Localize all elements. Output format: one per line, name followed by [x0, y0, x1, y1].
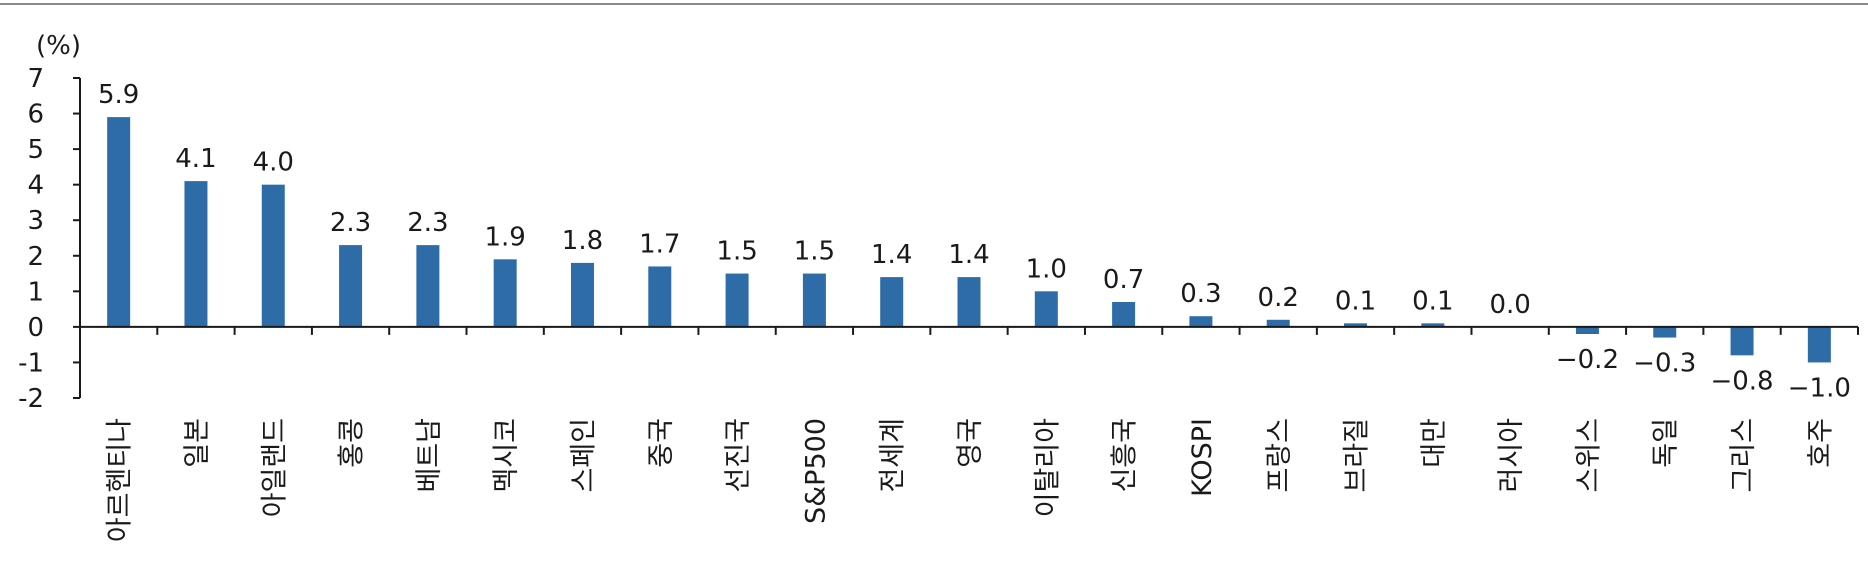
x-axis [79, 325, 1859, 335]
value-label: 0.2 [1258, 283, 1299, 313]
category-label: KOSPI [1187, 418, 1218, 497]
bar [648, 266, 672, 327]
value-label: 1.8 [562, 226, 603, 256]
bar [1421, 323, 1445, 327]
category-label: 대만 [1419, 418, 1450, 468]
bar [339, 245, 363, 327]
bar [1189, 316, 1213, 327]
value-label: −1.0 [1788, 373, 1851, 403]
value-label: 0.7 [1103, 265, 1144, 295]
bar [957, 277, 981, 327]
category-label: 영국 [955, 418, 986, 468]
category-label: 일본 [182, 418, 213, 468]
bar [1807, 326, 1831, 363]
value-label: 1.5 [716, 237, 757, 267]
category-label: 아르헨티나 [105, 418, 136, 542]
bar [1730, 326, 1754, 356]
bar [880, 277, 904, 327]
y-unit-label: (%) [36, 31, 81, 61]
value-label: 1.9 [484, 222, 525, 252]
category-label: 아일랜드 [259, 418, 290, 517]
value-label: 4.0 [253, 148, 294, 178]
value-label: 4.1 [175, 144, 216, 174]
bar [184, 181, 208, 327]
bar [493, 259, 517, 327]
category-label: 스위스 [1573, 418, 1604, 493]
y-tick-label: -1 [18, 348, 44, 378]
bar-series [107, 117, 1831, 363]
value-label: 1.5 [794, 237, 835, 267]
value-label: −0.8 [1710, 366, 1773, 396]
y-tick-label: 0 [27, 313, 44, 343]
bar [802, 273, 826, 327]
category-label: 호주 [1805, 418, 1836, 468]
value-label: 1.4 [948, 240, 989, 270]
bar [416, 245, 440, 327]
bar [107, 117, 131, 327]
y-tick-label: 5 [27, 135, 44, 165]
value-label: −0.2 [1556, 345, 1619, 375]
value-label: 0.1 [1335, 286, 1376, 316]
category-label: 러시아 [1496, 418, 1527, 493]
category-label: 스페인 [568, 418, 599, 493]
category-labels: 아르헨티나 일본 아일랜드 홍콩 베트남 멕시코 스페인 중국 선진국 S&P500 전세계 영국 이탈… [105, 418, 1837, 542]
value-label: 1.4 [871, 240, 912, 270]
category-label: 멕시코 [491, 418, 522, 493]
bar [1034, 291, 1058, 327]
value-label: 1.0 [1026, 254, 1067, 284]
value-label: 2.3 [407, 208, 448, 238]
category-label: 베트남 [414, 418, 445, 493]
category-label: 프랑스 [1264, 418, 1295, 493]
value-label: 0.0 [1489, 290, 1530, 320]
bar [261, 184, 285, 327]
y-tick-label: 4 [27, 171, 44, 201]
y-axis: -2 -1 0 1 2 3 4 5 6 7 [18, 64, 81, 414]
y-tick-label: 2 [27, 242, 44, 272]
y-tick-label: 7 [27, 64, 44, 94]
category-label: 브라질 [1342, 418, 1373, 493]
category-label: 이탈리아 [1032, 418, 1063, 518]
value-label: 1.7 [639, 229, 680, 259]
value-label: 0.1 [1412, 286, 1453, 316]
y-tick-label: -2 [18, 384, 44, 414]
category-label: S&P500 [800, 418, 831, 524]
value-label: 5.9 [98, 80, 139, 110]
category-label: 홍콩 [337, 418, 368, 468]
category-label: 중국 [646, 418, 677, 468]
category-label: 선진국 [723, 418, 754, 493]
value-label: −0.3 [1633, 349, 1696, 379]
value-label: 0.3 [1180, 279, 1221, 309]
y-tick-label: 3 [27, 206, 44, 236]
value-label: 2.3 [330, 208, 371, 238]
y-tick-label: 6 [27, 100, 44, 130]
bar [570, 262, 594, 327]
category-label: 신흥국 [1110, 418, 1141, 493]
bar [1112, 302, 1136, 327]
category-label: 전세계 [878, 418, 909, 493]
y-tick-label: 1 [27, 277, 44, 307]
category-label: 독일 [1651, 418, 1682, 468]
bar [725, 273, 749, 327]
bar [1653, 326, 1677, 338]
value-labels: 5.9 4.1 4.0 2.3 2.3 1.9 1.8 1.7 1.5 1.5 1.4 1.4 1.0 0… [98, 80, 1851, 403]
bar [1266, 319, 1290, 327]
category-label: 그리스 [1728, 418, 1759, 493]
bar [1344, 323, 1368, 327]
bar [1575, 326, 1599, 334]
